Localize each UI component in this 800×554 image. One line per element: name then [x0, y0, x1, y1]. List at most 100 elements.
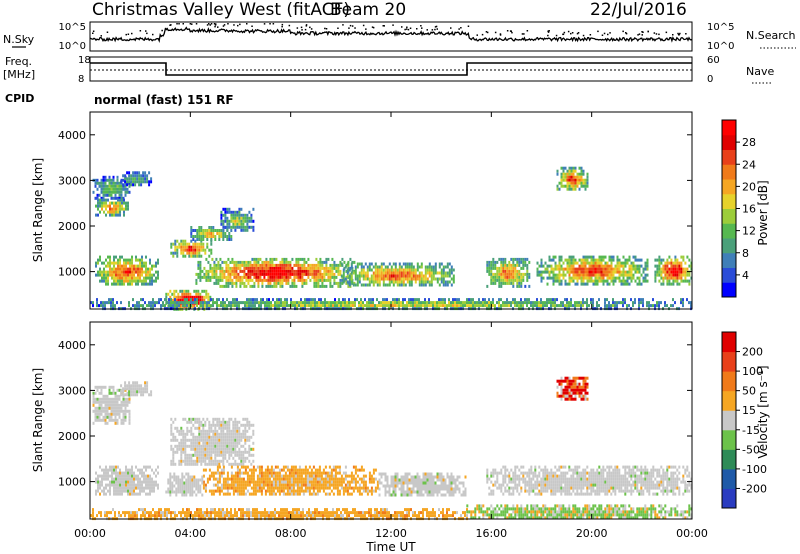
heatmap-cell: [626, 282, 629, 286]
heatmap-cell: [141, 480, 143, 484]
nsky-point: [672, 34, 674, 36]
heatmap-cell: [105, 258, 107, 262]
heatmap-cell: [438, 298, 440, 302]
heatmap-cell: [181, 295, 184, 299]
heatmap-cell: [318, 301, 320, 305]
nave-tick-high: 60: [707, 55, 720, 66]
heatmap-cell: [566, 298, 568, 302]
heatmap-cell: [628, 267, 631, 271]
heatmap-cell: [640, 258, 643, 262]
heatmap-cell: [228, 492, 231, 496]
heatmap-cell: [588, 279, 591, 283]
heatmap-cell: [430, 274, 433, 278]
heatmap-cell: [267, 284, 270, 288]
heatmap-cell: [688, 264, 691, 268]
heatmap-cell: [582, 267, 585, 271]
heatmap-cell: [114, 184, 117, 188]
heatmap-cell: [317, 275, 320, 279]
heatmap-cell: [139, 480, 141, 484]
heatmap-cell: [350, 265, 353, 269]
heatmap-cell: [270, 492, 273, 496]
heatmap-cell: [339, 260, 342, 264]
heatmap-cell: [254, 298, 256, 302]
heatmap-cell: [222, 453, 225, 457]
heatmap-cell: [250, 301, 252, 305]
heatmap-cell: [298, 480, 301, 484]
heatmap-cell: [476, 301, 478, 305]
heatmap-cell: [490, 266, 493, 270]
heatmap-cell: [356, 280, 359, 284]
heatmap-cell: [286, 492, 289, 496]
heatmap-cell: [120, 184, 123, 188]
heatmap-cell: [194, 444, 197, 448]
heatmap-cell: [388, 283, 391, 287]
heatmap-cell: [124, 415, 127, 419]
heatmap-cell: [482, 304, 484, 308]
heatmap-cell: [262, 486, 265, 490]
heatmap-cell: [315, 272, 318, 276]
heatmap-cell: [578, 166, 581, 170]
heatmap-cell: [170, 298, 172, 302]
heatmap-cell: [334, 486, 337, 490]
heatmap-cell: [636, 282, 639, 286]
heatmap-cell: [338, 489, 341, 493]
heatmap-cell: [622, 276, 625, 280]
heatmap-cell: [396, 304, 398, 308]
heatmap-cell: [216, 423, 219, 427]
heatmap-cell: [662, 276, 665, 280]
heatmap-cell: [486, 266, 489, 270]
heatmap-cell: [108, 193, 111, 197]
heatmap-cell: [187, 289, 190, 293]
heatmap-cell: [574, 261, 577, 265]
heatmap-cell: [129, 261, 131, 265]
heatmap-cell: [216, 438, 219, 442]
heatmap-cell: [240, 486, 243, 490]
heatmap-cell: [612, 282, 615, 286]
heatmap-cell: [94, 397, 97, 401]
heatmap-cell: [146, 174, 149, 178]
heatmap-cell: [526, 263, 529, 267]
heatmap-cell: [348, 274, 351, 278]
heatmap-cell: [279, 278, 282, 282]
heatmap-cell: [252, 441, 255, 445]
heatmap-cell: [259, 272, 262, 276]
heatmap-cell: [241, 281, 244, 285]
heatmap-cell: [306, 471, 309, 475]
heatmap-cell: [320, 304, 322, 308]
heatmap-cell: [564, 279, 567, 283]
heatmap-cell: [690, 304, 692, 308]
heatmap-cell: [500, 275, 503, 279]
heatmap-cell: [301, 275, 304, 279]
heatmap-cell: [372, 271, 375, 275]
heatmap-cell: [580, 264, 583, 268]
heatmap-cell: [123, 258, 125, 262]
heatmap-cell: [552, 304, 554, 308]
heatmap-cell: [674, 279, 677, 283]
nsky-tick-high: 10^5: [59, 22, 86, 33]
heatmap-cell: [233, 266, 236, 270]
power-heatmap-cells: [90, 166, 693, 311]
heatmap-cell: [306, 489, 309, 493]
heatmap-cell: [125, 204, 127, 208]
heatmap-cell: [612, 304, 614, 308]
heatmap-cell: [494, 304, 496, 308]
heatmap-cell: [125, 477, 127, 481]
heatmap-cell: [146, 304, 148, 308]
heatmap-cell: [264, 474, 267, 478]
heatmap-cell: [252, 480, 255, 484]
heatmap-cell: [244, 450, 247, 454]
heatmap-cell: [368, 265, 371, 269]
heatmap-cell: [147, 267, 149, 271]
heatmap-cell: [302, 304, 304, 308]
heatmap-cell: [228, 420, 231, 424]
heatmap-cell: [258, 471, 261, 475]
heatmap-cell: [149, 465, 151, 469]
nsky-point: [281, 23, 284, 26]
heatmap-cell: [312, 477, 315, 481]
heatmap-cell: [450, 304, 452, 308]
heatmap-cell: [236, 444, 239, 448]
heatmap-cell: [326, 474, 329, 478]
heatmap-cell: [204, 432, 207, 436]
heatmap-cell: [104, 175, 107, 179]
heatmap-cell: [222, 465, 225, 469]
